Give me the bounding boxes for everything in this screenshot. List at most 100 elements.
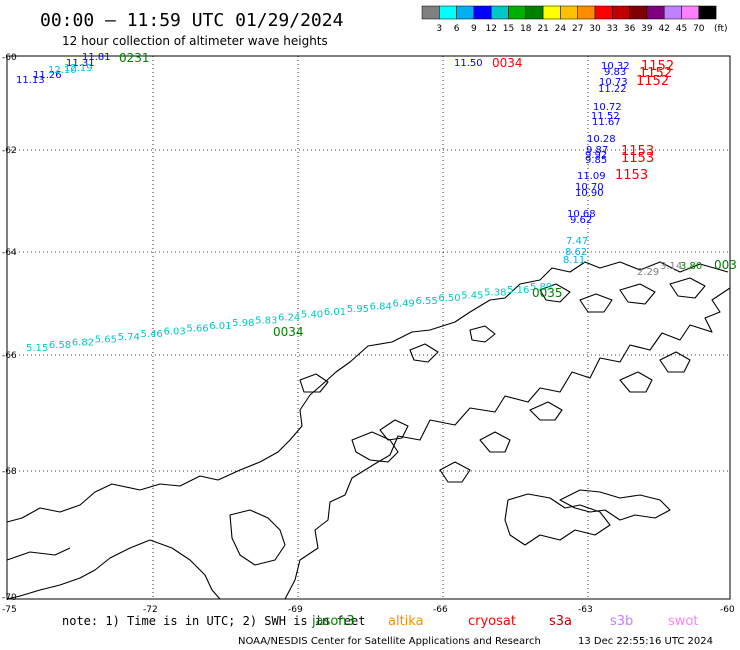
track-time: 1152 <box>641 59 674 74</box>
legend-swatch <box>421 5 440 20</box>
track-value: 5.16 <box>507 285 529 296</box>
track-value: 9.92 <box>585 150 607 161</box>
track-value: 10.28 <box>587 134 616 145</box>
track-value: 6.01 <box>324 307 346 318</box>
track-time: 003 <box>714 258 737 272</box>
map-title: 00:00 – 11:59 UTC 01/29/2024 <box>40 10 343 31</box>
track-value: 11.26 <box>33 70 62 81</box>
track-time: 0035 <box>532 286 563 300</box>
track-time: 1153 <box>615 168 648 183</box>
track-value: 6.24 <box>278 313 300 324</box>
legend-swatch <box>525 5 544 20</box>
track-value: 11.31 <box>66 58 95 69</box>
map-frame <box>6 55 731 600</box>
track-value: 11.13 <box>16 75 45 86</box>
legend-tick: 15 <box>503 24 514 34</box>
track-value: 6.58 <box>49 340 71 351</box>
legend-tick: 6 <box>454 24 460 34</box>
track-value: 5.74 <box>118 332 140 343</box>
satellite-label: jason3 <box>311 614 355 629</box>
lon-label: -63 <box>578 605 593 615</box>
legend-swatch <box>629 5 648 20</box>
track-value: 5.45 <box>461 290 483 301</box>
track-time: 1152 <box>636 74 669 89</box>
legend-swatch <box>681 5 700 20</box>
track-time: 0231 <box>119 51 150 65</box>
track-value: 5.66 <box>186 324 208 335</box>
track-value: 9.62 <box>570 215 592 226</box>
track-value: 5.38 <box>484 288 506 299</box>
legend-tick: 21 <box>537 24 548 34</box>
lat-label: -64 <box>2 248 17 258</box>
satellite-label: altika <box>388 614 424 629</box>
lon-label: -69 <box>288 605 303 615</box>
legend-swatch <box>473 5 492 20</box>
satellite-label: s3b <box>610 614 633 629</box>
footer-credit: NOAA/NESDIS Center for Satellite Applica… <box>238 636 541 647</box>
legend-tick: 39 <box>641 24 653 34</box>
legend-swatch <box>663 5 682 20</box>
track-value: 11.52 <box>591 111 620 122</box>
track-value: 6.84 <box>370 301 392 312</box>
legend-tick: 18 <box>520 24 532 34</box>
track-value: 6.50 <box>438 293 460 304</box>
legend-swatch <box>456 5 475 20</box>
legend-swatch <box>698 5 717 20</box>
track-value: 10.70 <box>575 182 604 193</box>
track-value: 6.82 <box>72 337 94 348</box>
track-value: 8.11 <box>563 255 585 266</box>
legend-swatch <box>439 5 457 20</box>
track-value: 10.90 <box>575 188 604 199</box>
legend-swatch <box>594 5 613 20</box>
track-value: 5.40 <box>301 310 323 321</box>
track-value: 6.55 <box>415 296 437 307</box>
legend-tick: 36 <box>624 24 636 34</box>
legend-tick: 42 <box>658 24 669 34</box>
track-value: 11.50 <box>454 58 483 69</box>
track-value: 10.73 <box>599 77 628 88</box>
track-value: 6.03 <box>163 326 185 337</box>
track-value: 11.67 <box>592 117 621 128</box>
legend-swatch <box>577 5 596 20</box>
satellite-legend: jason3 altika cryosat s3a s3b swot <box>311 614 698 629</box>
track-value: 12.19 <box>64 63 93 74</box>
track-value: 6.01 <box>209 321 231 332</box>
footer-note: note: 1) Time is in UTC; 2) SWH is in fe… <box>62 614 365 628</box>
track-value: 9.87 <box>586 145 608 156</box>
track-value: 11.22 <box>598 84 627 95</box>
legend-tick: 24 <box>555 24 567 34</box>
legend-swatch <box>508 5 527 20</box>
lon-label: -72 <box>143 605 158 615</box>
track-value: 5.15 <box>26 343 48 354</box>
lon-label: -60 <box>720 605 735 615</box>
legend-swatch <box>560 5 578 20</box>
satellite-label: cryosat <box>468 614 516 629</box>
footer-timestamp: 13 Dec 22:55:16 UTC 2024 <box>578 636 713 647</box>
track-time: 0034 <box>492 56 523 70</box>
legend-tick: 27 <box>572 24 583 34</box>
legend-swatch <box>612 5 630 20</box>
coastline <box>6 261 731 600</box>
track-time: 1153 <box>621 151 654 166</box>
track-time: 0034 <box>273 325 304 339</box>
track-value: 5.83 <box>255 315 277 326</box>
track-value: 11.09 <box>577 171 606 182</box>
legend-tick: 30 <box>589 24 601 34</box>
lon-label: -66 <box>433 605 448 615</box>
legend-swatch <box>646 5 665 20</box>
track-value: 9.83 <box>604 67 626 78</box>
track-value: 8.62 <box>565 247 587 258</box>
track-value: 10.72 <box>593 102 622 113</box>
lat-label: -66 <box>2 351 17 361</box>
track-value: 3.14 <box>660 261 682 272</box>
legend-tick: 12 <box>485 24 496 34</box>
legend-tick: 70 <box>693 24 705 34</box>
track-value: 9.85 <box>585 155 607 166</box>
track-value: 10.68 <box>567 209 596 220</box>
map-subtitle: 12 hour collection of altimeter wave hei… <box>62 34 328 48</box>
track-value: 5.65 <box>95 335 117 346</box>
track-value: 5.98 <box>232 318 254 329</box>
track-value: 12.10 <box>48 65 77 76</box>
